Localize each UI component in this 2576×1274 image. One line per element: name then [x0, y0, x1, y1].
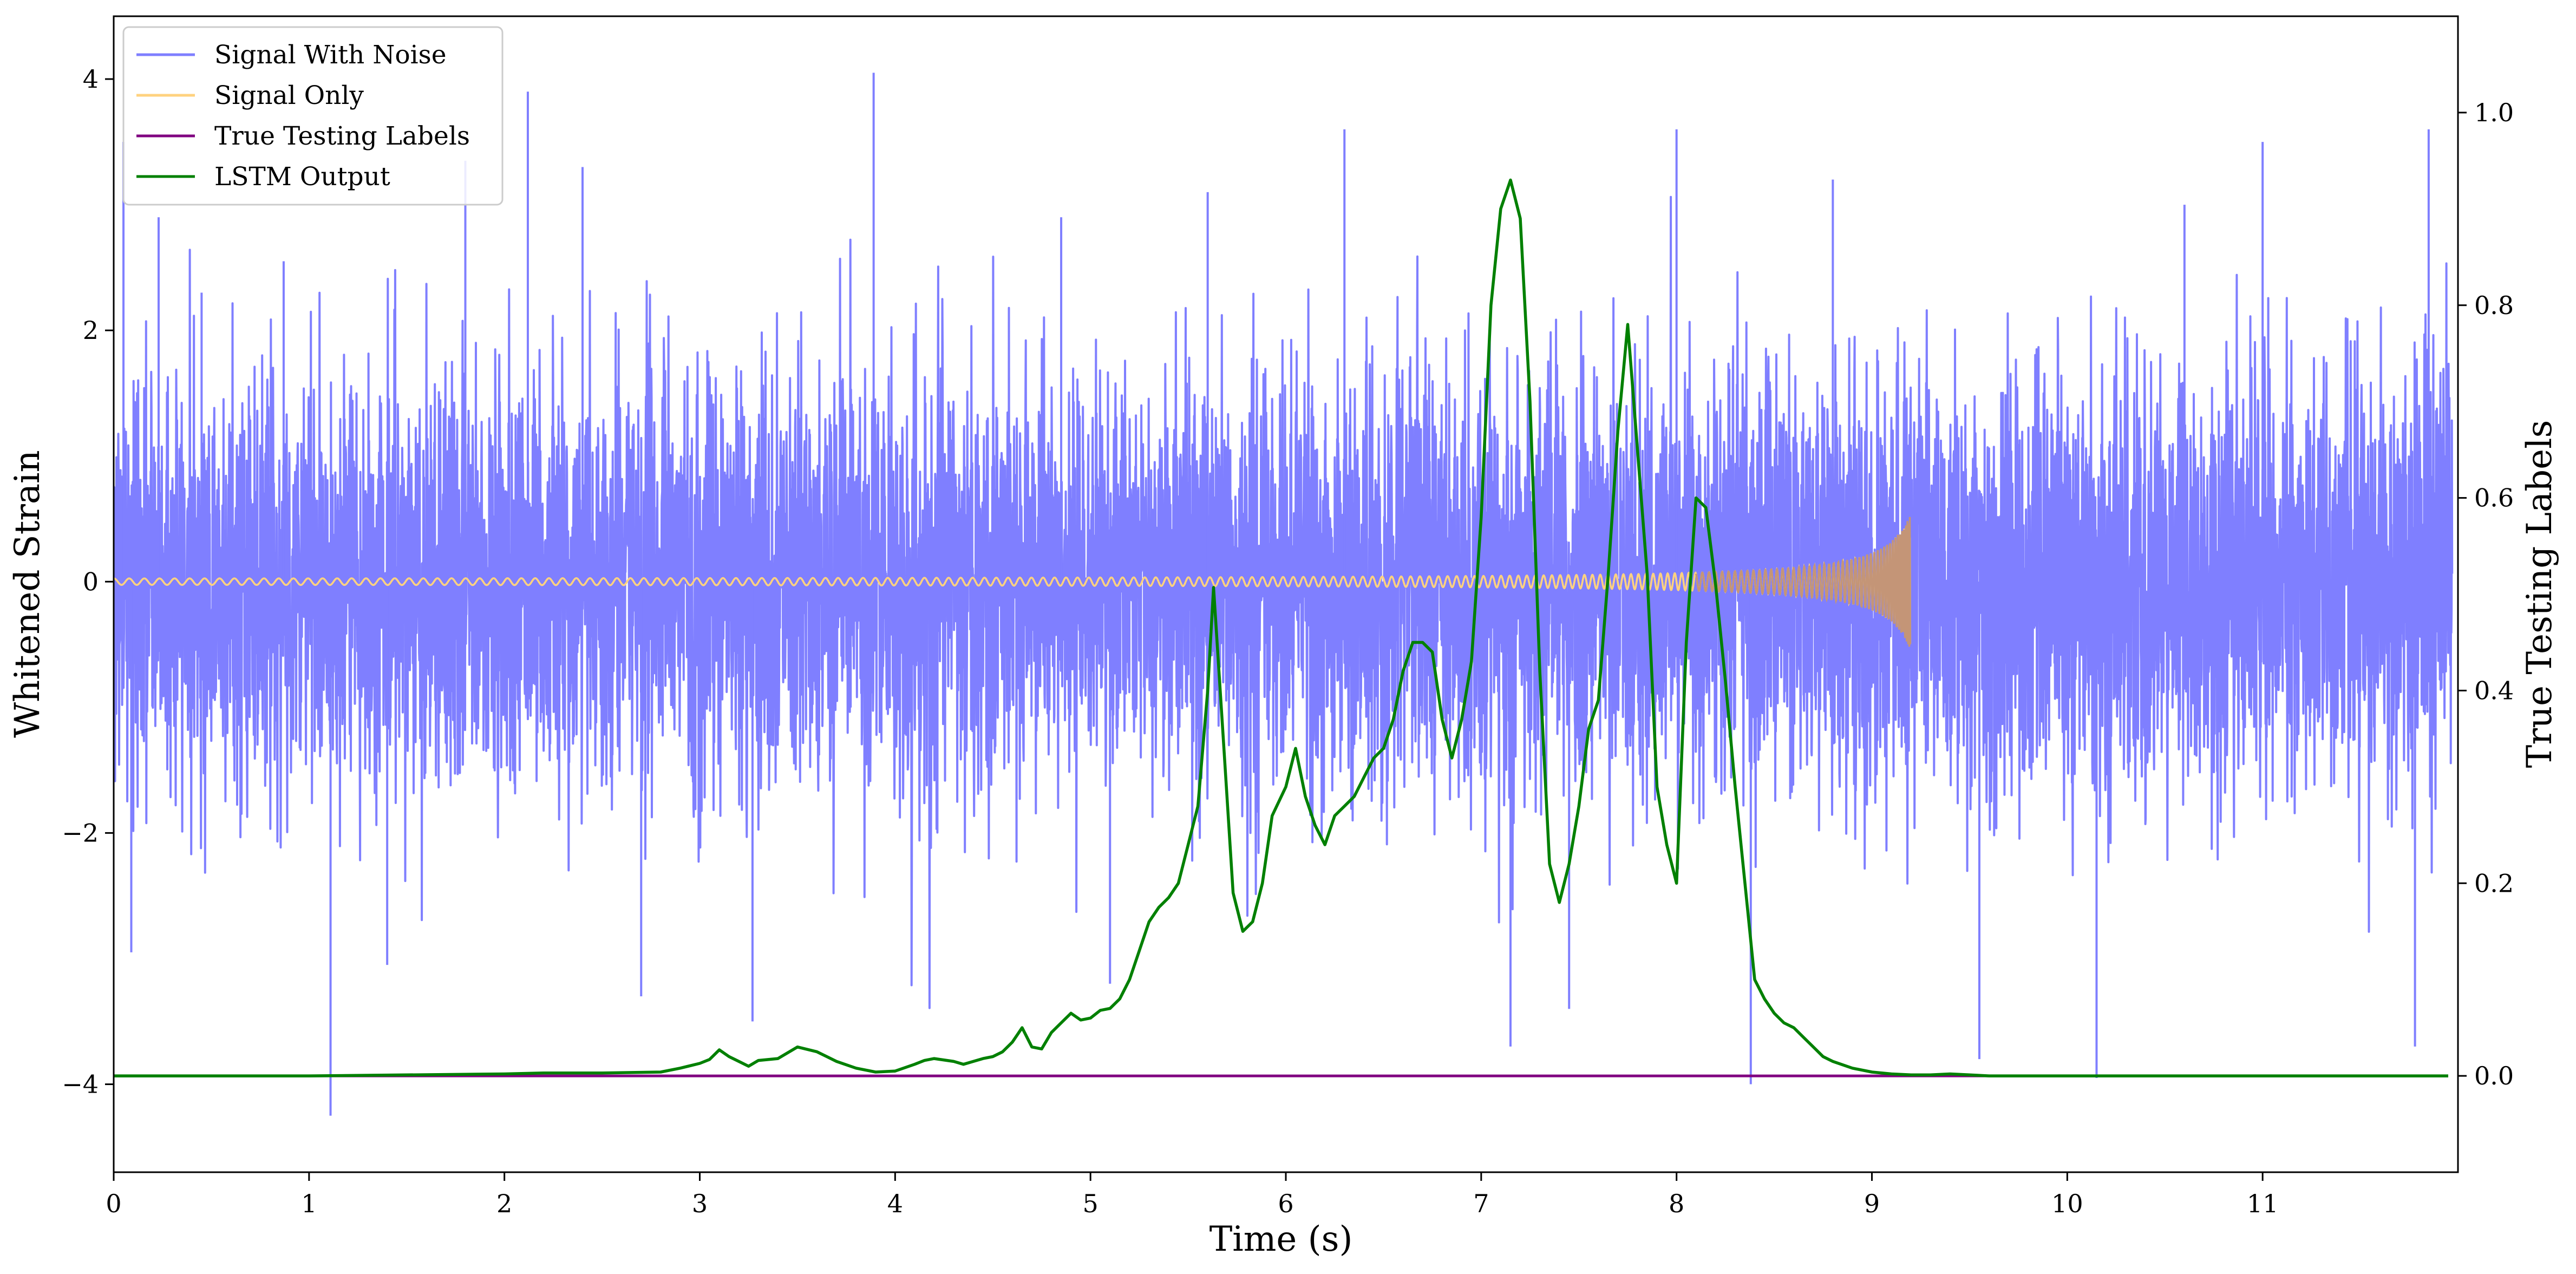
x-tick-label-3: 3 — [692, 1189, 708, 1218]
x-tick-label-10: 10 — [2051, 1189, 2083, 1218]
legend: Signal With Noise Signal Only True Testi… — [122, 26, 504, 206]
x-tick-label-8: 8 — [1669, 1189, 1684, 1218]
y-right-tick-label-0: 0.0 — [2474, 1061, 2514, 1090]
y-right-tick-label-3: 0.6 — [2474, 484, 2514, 513]
legend-label-signal-only: Signal Only — [214, 81, 364, 110]
plot-area — [114, 73, 2454, 1116]
y-right-tick-label-2: 0.4 — [2474, 676, 2514, 705]
y-right-tick-label-5: 1.0 — [2474, 98, 2514, 127]
x-tick-label-6: 6 — [1278, 1189, 1293, 1218]
y-right-tick-label-1: 0.2 — [2474, 868, 2514, 898]
y-left-tick-label-2: 0 — [83, 567, 99, 596]
x-tick-label-2: 2 — [496, 1189, 512, 1218]
signal-merger-burst — [1695, 517, 1912, 647]
y-left-tick-label-3: 2 — [83, 316, 99, 345]
x-tick-label-7: 7 — [1473, 1189, 1489, 1218]
x-tick-label-11: 11 — [2247, 1189, 2279, 1218]
legend-label-signal-with-noise: Signal With Noise — [214, 40, 447, 70]
y-right-tick-label-4: 0.8 — [2474, 291, 2514, 320]
x-tick-label-4: 4 — [887, 1189, 903, 1218]
legend-label-lstm-output: LSTM Output — [214, 162, 390, 192]
x-tick-label-9: 9 — [1864, 1189, 1880, 1218]
series-signal-with-noise — [114, 195, 2454, 1009]
x-axis-label: Time (s) — [1209, 1219, 1353, 1259]
x-tick-label-1: 1 — [301, 1189, 317, 1218]
y-axis-label-left: Whitened Strain — [8, 450, 48, 737]
x-tick-label-5: 5 — [1083, 1189, 1099, 1218]
y-axis-label-right: True Testing Labels — [2520, 420, 2560, 768]
legend-box — [122, 26, 504, 206]
series-lstm-output — [114, 178, 2448, 1077]
y-left-tick-label-1: −2 — [62, 818, 99, 847]
series-signal-only — [114, 525, 1912, 644]
axes: 0 1 2 3 4 5 6 7 8 9 10 11 −4 −2 0 2 4 0.0 0.2 0.4 0.6 0.8 1.0 — [62, 64, 2514, 1218]
legend-label-true-testing-labels: True Testing Labels — [214, 121, 470, 151]
y-left-tick-label-0: −4 — [62, 1070, 99, 1099]
y-left-tick-label-4: 4 — [83, 64, 99, 94]
x-tick-label-0: 0 — [106, 1189, 121, 1218]
